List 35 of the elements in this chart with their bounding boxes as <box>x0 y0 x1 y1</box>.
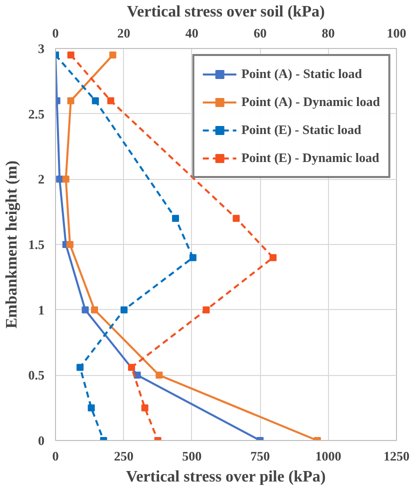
point <box>67 97 74 104</box>
x2-tick-label: 0 <box>52 26 59 40</box>
point <box>134 372 141 379</box>
point <box>56 176 64 183</box>
point <box>156 372 163 379</box>
x2-tick-label: 80 <box>322 26 335 40</box>
point <box>66 241 74 248</box>
point <box>109 52 116 59</box>
y-tick-label: 1 <box>38 302 44 318</box>
y-tick-label: 3 <box>38 41 45 56</box>
legend-label: Point (E) - Static load <box>241 122 362 138</box>
legend-label: Point (A) - Dynamic load <box>241 94 380 110</box>
legend-label: Point (A) - Static load <box>241 66 362 82</box>
x2-tick-label: 60 <box>254 26 267 40</box>
y-tick-label: 2 <box>38 172 44 187</box>
point <box>91 306 98 314</box>
x-tick-label: 500 <box>182 448 202 464</box>
x2-tick-label: 40 <box>185 26 198 40</box>
x-tick-label: 250 <box>114 448 134 464</box>
y-axis-title: Embankment height (m) <box>3 160 20 329</box>
x2-tick-label: 20 <box>117 26 130 40</box>
point <box>62 176 70 183</box>
y-tick-label: 1.5 <box>28 237 45 252</box>
y-tick-label: 2.5 <box>28 106 45 122</box>
x-tick-label: 1000 <box>315 448 342 464</box>
x-tick-label: 750 <box>250 448 270 464</box>
legend-label: Point (E) - Dynamic load <box>241 150 380 166</box>
y-tick-label: 0.5 <box>28 368 45 383</box>
x2-tick-label: 100 <box>386 26 406 40</box>
x2-axis-title: Vertical stress over soil (kPa) <box>126 4 325 20</box>
point <box>82 306 89 314</box>
y-tick-label: 0 <box>38 433 44 448</box>
x-tick-label: 0 <box>52 448 59 464</box>
x-axis-title: Vertical stress over pile (kPa) <box>126 468 326 486</box>
x-tick-label: 1250 <box>384 448 410 464</box>
